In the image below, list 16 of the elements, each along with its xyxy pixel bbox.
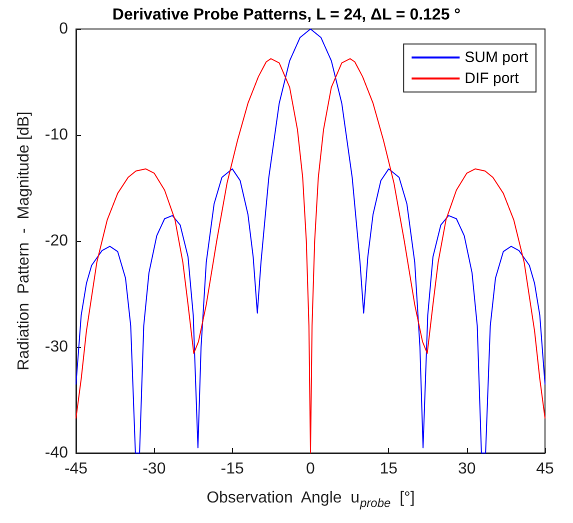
x-tick-label: -15	[220, 460, 244, 478]
y-tick-label: -30	[44, 338, 68, 356]
x-tick-label: 30	[458, 460, 476, 478]
y-tick-label: -20	[44, 232, 68, 250]
x-tick-label: 0	[306, 460, 316, 478]
legend-label: DIF port	[464, 70, 520, 87]
y-tick-label: -10	[44, 126, 68, 144]
x-tick-label: -30	[142, 460, 166, 478]
chart-title: Derivative Probe Patterns, L = 24, ΔL = 0.125 °	[112, 6, 461, 24]
x-tick-label: 15	[380, 460, 398, 478]
x-tick-label: 45	[536, 460, 554, 478]
legend-label: SUM port	[464, 49, 529, 66]
y-tick-label: -40	[44, 444, 68, 462]
y-axis-title: Radiation Pattern - Magnitude [dB]	[16, 112, 32, 370]
y-tick-label: 0	[59, 20, 68, 38]
x-tick-label: -45	[64, 460, 88, 478]
